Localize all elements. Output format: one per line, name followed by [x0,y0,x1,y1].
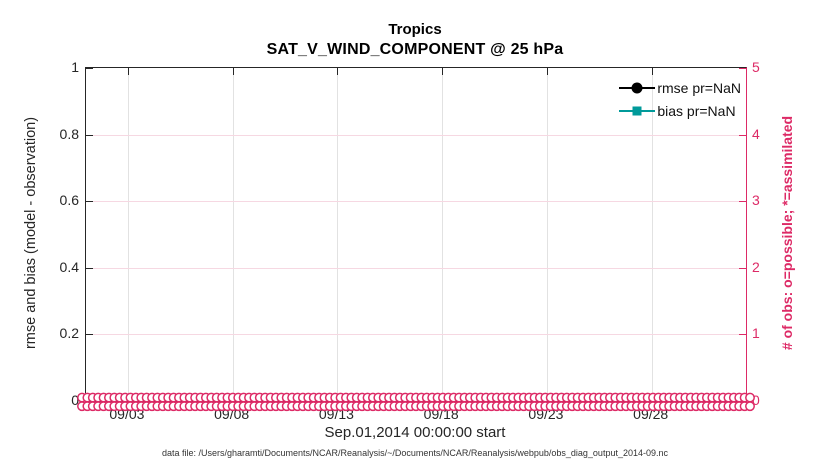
legend-item-label: rmse pr=NaN [657,80,741,96]
y-tick-mark-left [86,68,93,69]
right-axis-label: # of obs: o=possible; *=assimilated [779,115,795,351]
right-y-tick-label: 5 [752,59,760,75]
plot-subtitle: SAT_V_WIND_COMPONENT @ 25 hPa [266,41,564,58]
x-gridline [546,68,548,401]
legend: rmse pr=NaN bias pr=NaN [619,78,741,121]
y-tick-mark-right [739,334,746,336]
left-y-tick-label: 0.2 [59,325,79,342]
left-y-tick-label: 0.8 [59,125,79,142]
right-y-tick-label: 3 [752,192,760,209]
right-y-tick-label: 0 [752,392,760,408]
left-y-tick-label: 0.6 [59,192,79,209]
x-gridline [232,68,234,401]
legend-item-label: bias pr=NaN [657,103,736,119]
plot-title: Tropics [388,21,442,38]
right-y-tick-label: 1 [752,325,760,342]
y-gridline [86,134,746,136]
rmse-circle-marker-icon [631,82,643,94]
y-tick-mark-left [86,267,93,269]
left-axis-label: rmse and bias (model - observation) [23,116,39,350]
x-gridline [127,68,129,401]
bias-square-marker-icon [632,106,642,116]
legend-item: bias pr=NaN [619,101,741,121]
y-tick-mark-right [739,267,746,269]
left-y-tick-label: 1 [71,59,79,75]
y-tick-mark-left [86,201,93,203]
y-tick-mark-left [86,334,93,336]
x-tick-mark-top [337,68,339,75]
right-y-tick-label: 2 [752,258,760,275]
x-tick-mark-top [442,68,444,75]
legend-item: rmse pr=NaN [619,78,741,98]
x-axis-label: Sep.01,2014 00:00:00 start [324,424,506,441]
legend-line [619,82,656,94]
x-tick-mark-top [232,68,234,75]
legend-line [619,106,656,116]
plot-area: rmse pr=NaN bias pr=NaN [77,67,755,411]
y-gridline [86,201,746,203]
y-gridline [86,334,746,336]
y-tick-mark-right [739,134,746,136]
data-file-path: data file: /Users/gharamti/Documents/NCA… [161,448,668,458]
left-y-tick-label: 0.4 [59,258,79,275]
right-y-tick-label: 4 [752,125,760,142]
y-tick-mark-right [739,68,746,69]
x-tick-mark-top [651,68,653,75]
x-gridline [651,68,653,401]
x-tick-mark-top [127,68,129,75]
left-y-tick-label: 0 [71,392,79,408]
obs-count-markers-band [77,392,755,411]
x-gridline [442,68,444,401]
x-gridline [337,68,339,401]
y-gridline [86,267,746,269]
y-tick-mark-left [86,134,93,136]
x-tick-mark-top [546,68,548,75]
y-tick-mark-right [739,201,746,203]
